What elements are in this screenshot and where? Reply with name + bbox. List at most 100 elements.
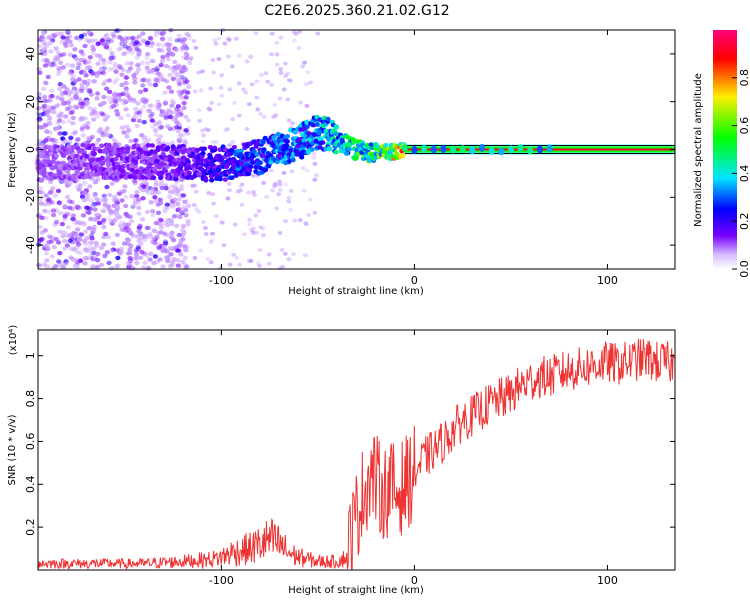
noise-cell — [83, 229, 88, 233]
ridge-cell — [498, 147, 504, 155]
noise-cell — [118, 251, 123, 255]
noise-cell — [75, 220, 80, 224]
ridge-cell — [354, 156, 359, 161]
ridge-cell — [232, 145, 237, 150]
noise-cell — [160, 59, 165, 63]
noise-cell — [98, 128, 103, 132]
noise-cell — [63, 214, 68, 218]
noise-cell — [177, 215, 182, 219]
noise-cell — [154, 122, 159, 126]
noise-cell — [192, 39, 197, 43]
ridge-cell — [54, 153, 59, 158]
noise-cell — [158, 217, 163, 221]
noise-cell — [68, 239, 73, 243]
noise-cell — [182, 101, 187, 105]
noise-cell — [276, 192, 281, 196]
noise-cell — [153, 199, 158, 203]
noise-cell — [283, 74, 288, 78]
noise-cell — [118, 116, 123, 120]
noise-cell — [167, 195, 172, 199]
noise-cell — [37, 92, 42, 96]
noise-cell — [116, 96, 121, 100]
noise-cell — [82, 261, 87, 265]
noise-cell — [44, 258, 49, 262]
noise-cell — [137, 119, 142, 123]
noise-cell — [133, 138, 138, 142]
ridge-cell — [479, 144, 485, 152]
y-tick-label: -40 — [24, 236, 37, 254]
noise-cell — [101, 112, 106, 116]
noise-cell — [200, 129, 205, 133]
noise-cell — [79, 34, 84, 38]
noise-cell — [148, 82, 153, 86]
noise-cell — [148, 114, 153, 118]
noise-cell — [251, 190, 256, 194]
noise-cell — [103, 232, 108, 236]
noise-cell — [303, 253, 308, 257]
noise-cell — [57, 200, 62, 204]
noise-cell — [165, 53, 170, 57]
noise-cell — [65, 195, 70, 199]
noise-cell — [183, 199, 188, 203]
noise-cell — [120, 198, 125, 202]
noise-cell — [104, 185, 109, 189]
noise-cell — [76, 137, 81, 141]
noise-cell — [152, 195, 157, 199]
noise-cell — [280, 248, 285, 252]
noise-cell — [260, 227, 265, 231]
noise-cell — [107, 261, 112, 265]
noise-cell — [101, 218, 106, 222]
noise-cell — [302, 61, 307, 65]
noise-cell — [143, 88, 148, 92]
noise-cell — [42, 263, 47, 267]
y-tick-label: 0.2 — [24, 518, 37, 536]
noise-cell — [123, 107, 128, 111]
noise-cell — [54, 46, 59, 50]
noise-cell — [282, 87, 287, 91]
noise-cell — [177, 34, 182, 38]
ridge-cell — [125, 146, 130, 151]
noise-cell — [128, 47, 133, 51]
noise-cell — [47, 119, 52, 123]
noise-cell — [275, 52, 280, 56]
noise-cell — [168, 252, 173, 256]
noise-cell — [278, 188, 283, 192]
noise-cell — [42, 95, 47, 99]
noise-cell — [184, 32, 189, 36]
noise-cell — [99, 263, 104, 267]
noise-cell — [230, 140, 235, 144]
noise-cell — [175, 202, 180, 206]
noise-cell — [262, 115, 267, 119]
ridge-cell — [431, 145, 437, 153]
ridge-cell — [344, 151, 349, 156]
noise-cell — [124, 134, 129, 138]
noise-cell — [302, 189, 307, 193]
noise-cell — [210, 238, 215, 242]
noise-cell — [103, 42, 108, 46]
noise-cell — [161, 31, 166, 35]
noise-cell — [84, 248, 89, 252]
noise-cell — [304, 222, 309, 226]
noise-cell — [90, 44, 95, 48]
noise-cell — [67, 199, 72, 203]
noise-cell — [80, 127, 85, 131]
noise-cell — [248, 55, 253, 59]
noise-cell — [148, 36, 153, 40]
ridge-cell — [469, 146, 475, 154]
colorbar-tick-label: 0.2 — [738, 212, 750, 230]
noise-cell — [206, 257, 211, 261]
noise-cell — [142, 251, 147, 255]
noise-cell — [40, 230, 45, 234]
colorbar-tick-label: 0.6 — [738, 117, 750, 135]
noise-cell — [134, 252, 139, 256]
ridge-cell — [75, 170, 80, 175]
noise-cell — [153, 128, 158, 132]
noise-cell — [67, 233, 72, 237]
noise-cell — [110, 182, 115, 186]
noise-cell — [61, 120, 66, 124]
noise-cell — [61, 65, 66, 69]
noise-cell — [148, 200, 153, 204]
ridge-cell — [309, 147, 314, 152]
noise-cell — [145, 52, 150, 56]
noise-cell — [46, 35, 51, 39]
